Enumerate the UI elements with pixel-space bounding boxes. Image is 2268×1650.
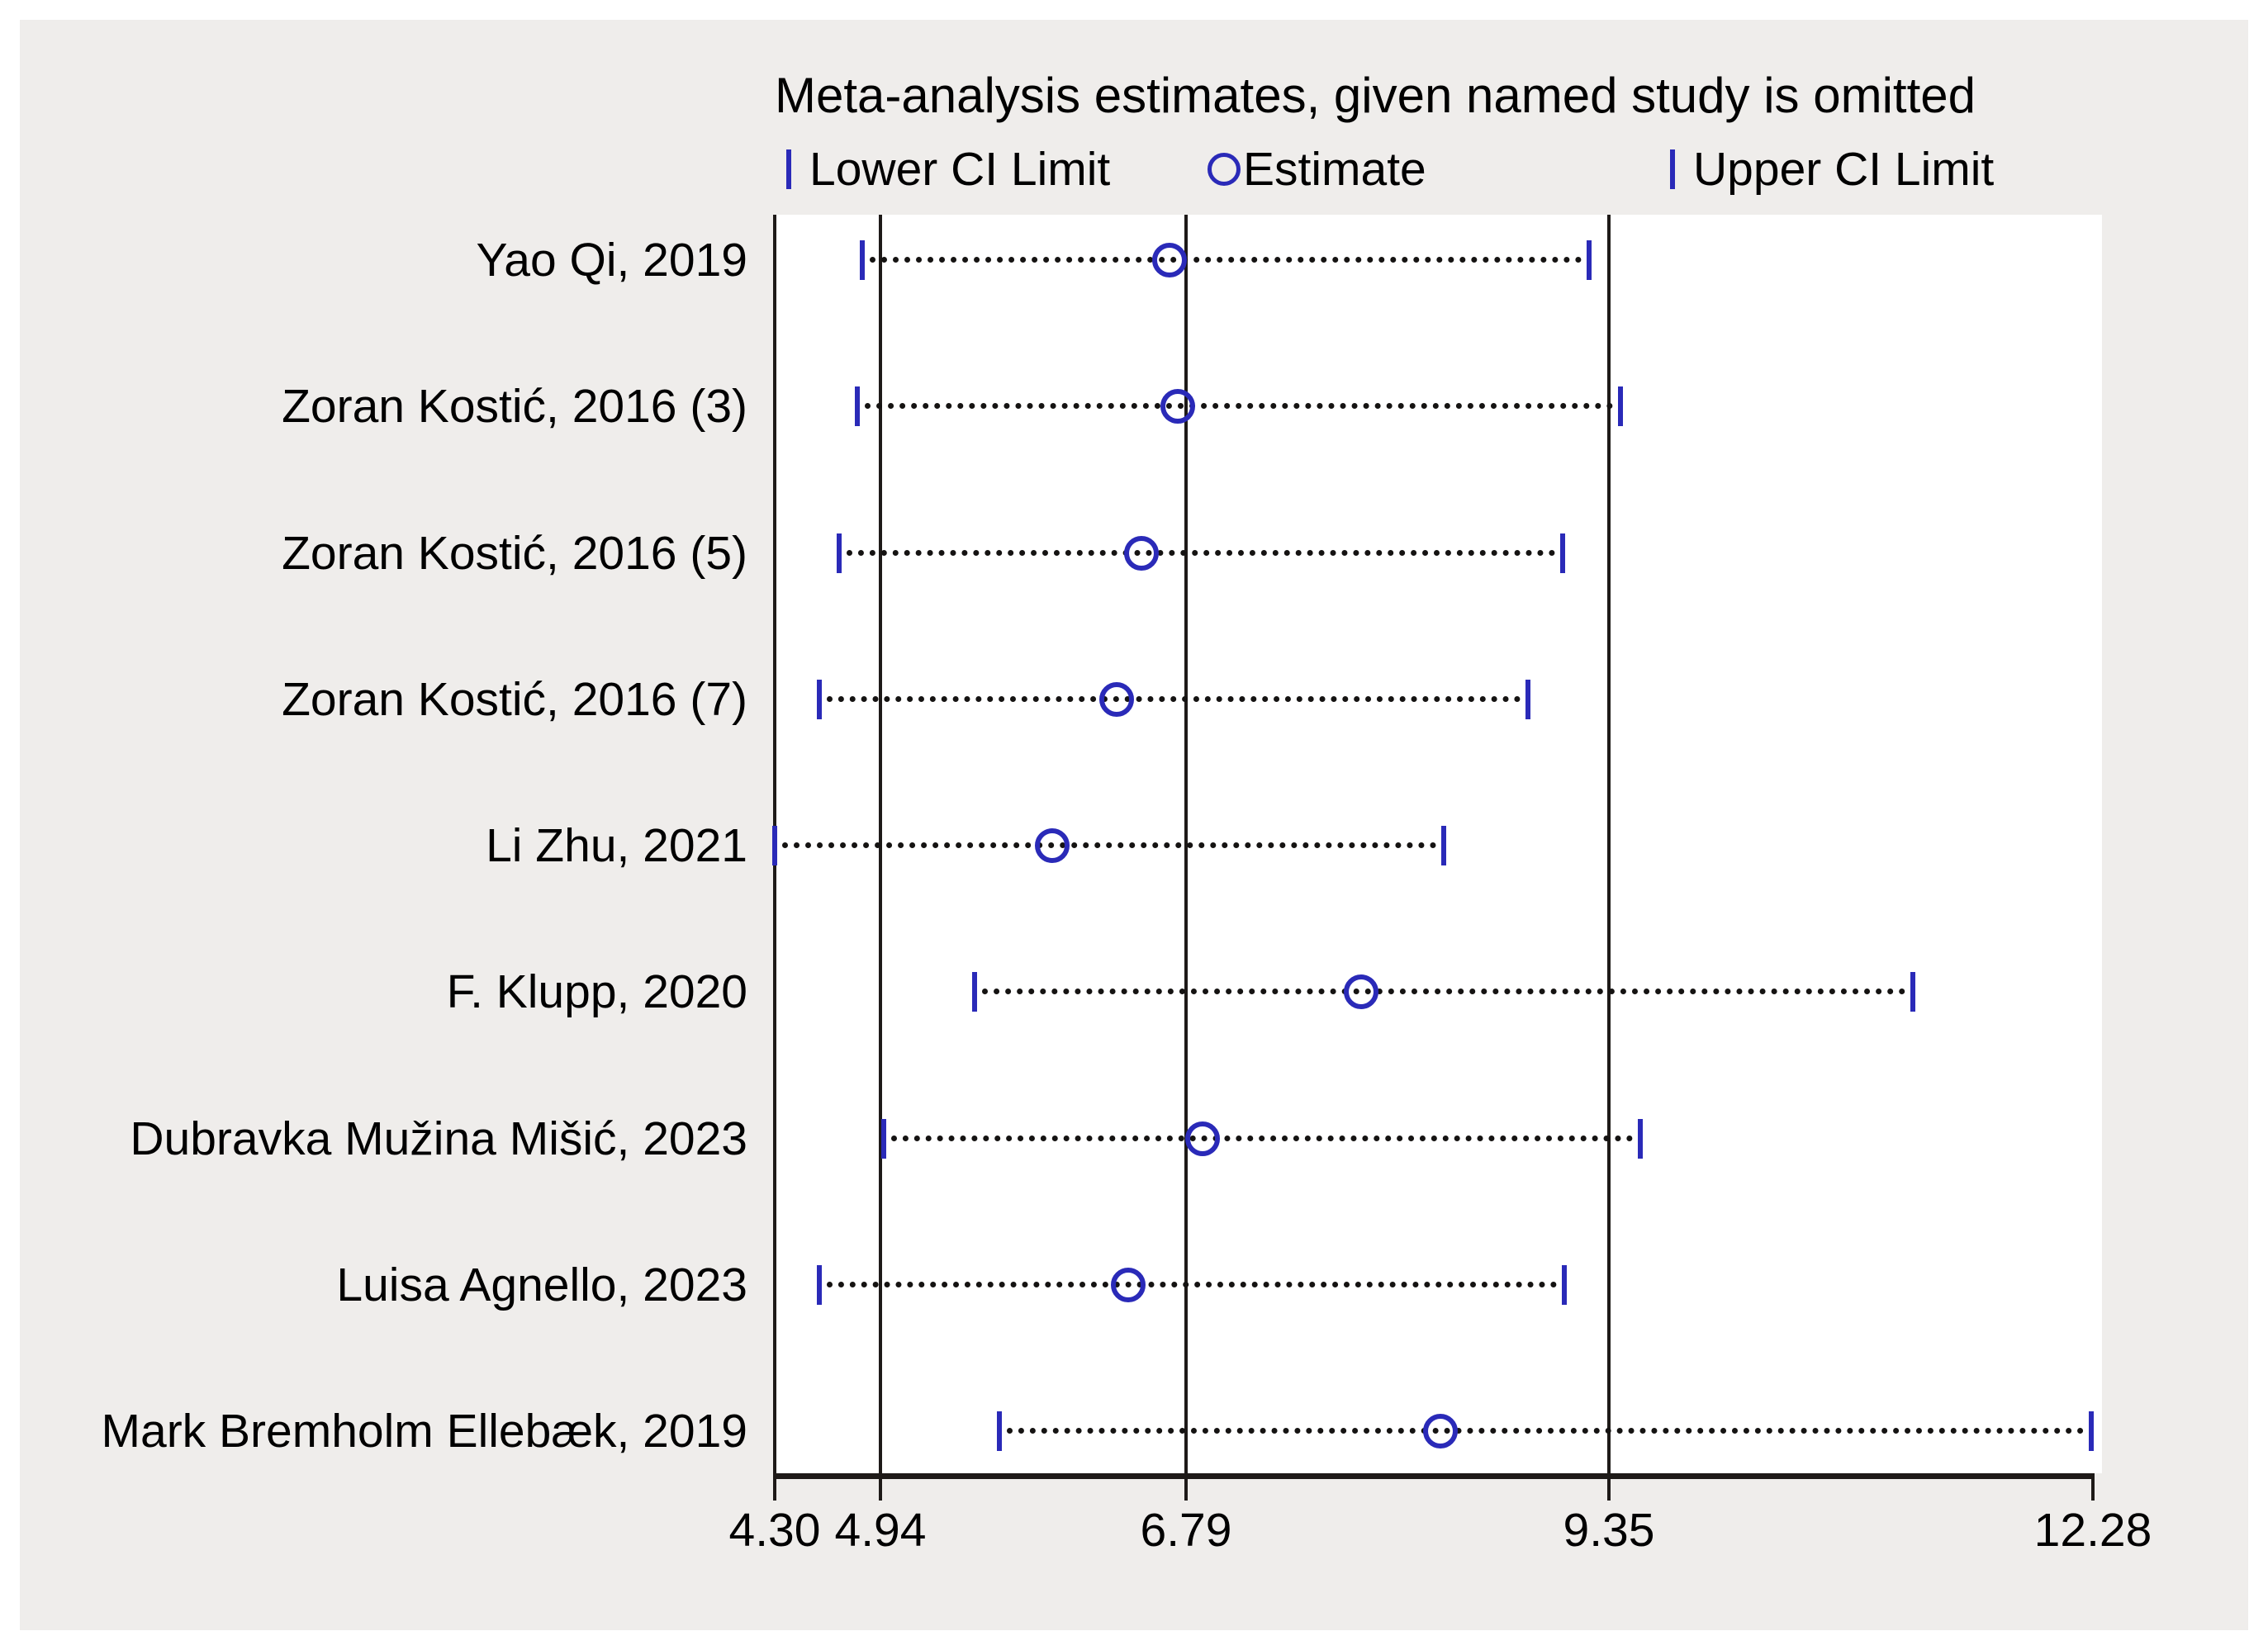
reference-line-9.35 xyxy=(1607,215,1611,1479)
ci-dotted-line xyxy=(847,549,1555,556)
upper-ci-bar-icon xyxy=(1670,149,1675,189)
study-label: Dubravka Mužina Mišić, 2023 xyxy=(130,1112,747,1165)
lower-ci-tick xyxy=(817,679,822,719)
estimate-circle xyxy=(1099,681,1134,717)
legend-label-upper-ci: Upper CI Limit xyxy=(1693,143,1995,196)
legend-label-estimate: Estimate xyxy=(1243,143,1426,196)
study-label: Zoran Kostić, 2016 (5) xyxy=(282,526,747,580)
lower-ci-tick xyxy=(997,1411,1002,1451)
lower-ci-bar-icon xyxy=(786,149,791,189)
x-axis-tick xyxy=(2091,1479,2095,1501)
x-axis-line xyxy=(773,1473,2095,1479)
estimate-circle xyxy=(1344,974,1378,1010)
ci-dotted-line xyxy=(982,989,1905,995)
estimate-circle xyxy=(1152,243,1187,277)
upper-ci-tick xyxy=(1560,533,1565,573)
study-label: Yao Qi, 2019 xyxy=(476,234,747,287)
chart-title: Meta-analysis estimates, given named stu… xyxy=(775,68,1976,123)
ci-dotted-line xyxy=(891,1135,1633,1141)
ci-dotted-line xyxy=(782,842,1436,848)
upper-ci-tick xyxy=(1618,386,1623,427)
legend-item-lower-ci: Lower CI Limit xyxy=(786,145,1110,193)
lower-ci-tick xyxy=(772,826,777,865)
upper-ci-tick xyxy=(1562,1264,1567,1305)
lower-ci-tick xyxy=(860,240,865,280)
estimate-circle xyxy=(1035,828,1070,863)
study-label: Zoran Kostić, 2016 (3) xyxy=(282,380,747,434)
lower-ci-tick xyxy=(855,386,860,427)
upper-ci-tick xyxy=(1525,679,1530,719)
legend-item-upper-ci: Upper CI Limit xyxy=(1670,145,1994,193)
x-axis-tick xyxy=(879,1479,882,1501)
ci-dotted-line xyxy=(1007,1428,2084,1434)
ci-dotted-line xyxy=(870,257,1582,263)
upper-ci-tick xyxy=(2089,1411,2094,1451)
upper-ci-tick xyxy=(1910,972,1915,1012)
estimate-circle xyxy=(1423,1414,1458,1448)
upper-ci-tick xyxy=(1441,826,1446,865)
x-axis-tick-label: 6.79 xyxy=(1140,1504,1232,1557)
lower-ci-tick xyxy=(837,533,842,573)
study-label: F. Klupp, 2020 xyxy=(446,965,747,1019)
estimate-circle xyxy=(1111,1267,1146,1302)
lower-ci-tick xyxy=(972,972,977,1012)
upper-ci-tick xyxy=(1587,240,1592,280)
x-axis-tick-label: 9.35 xyxy=(1563,1504,1655,1557)
estimate-circle xyxy=(1185,1121,1220,1156)
lower-ci-tick xyxy=(817,1264,822,1305)
upper-ci-tick xyxy=(1638,1118,1643,1159)
study-label: Mark Bremholm Ellebæk, 2019 xyxy=(101,1405,747,1458)
x-axis-tick xyxy=(1184,1479,1188,1501)
ci-dotted-line xyxy=(827,695,1521,702)
legend-item-estimate: Estimate xyxy=(1208,145,1426,193)
x-axis-tick-label: 4.94 xyxy=(834,1504,927,1557)
x-axis-tick xyxy=(1607,1479,1611,1501)
lower-ci-tick xyxy=(881,1118,886,1159)
estimate-circle xyxy=(1160,389,1195,424)
x-axis-tick-label: 4.30 xyxy=(728,1504,821,1557)
study-label: Luisa Agnello, 2023 xyxy=(336,1258,747,1311)
estimate-circle xyxy=(1124,535,1159,571)
study-label: Zoran Kostić, 2016 (7) xyxy=(282,672,747,726)
study-label: Li Zhu, 2021 xyxy=(486,819,747,872)
ci-dotted-line xyxy=(827,1281,1557,1287)
x-axis-tick-label: 12.28 xyxy=(2033,1504,2152,1557)
legend-label-lower-ci: Lower CI Limit xyxy=(809,143,1111,196)
x-axis-tick xyxy=(773,1479,776,1501)
estimate-circle-icon xyxy=(1208,153,1241,186)
ci-dotted-line xyxy=(865,403,1613,410)
